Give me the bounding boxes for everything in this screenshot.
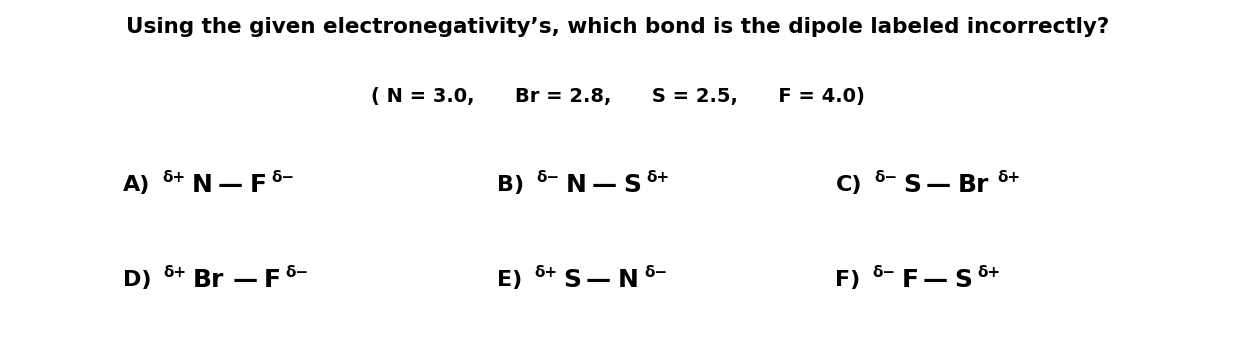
Text: S: S (624, 174, 641, 197)
Text: C): C) (836, 175, 861, 195)
Text: N: N (192, 174, 213, 197)
Text: N: N (618, 268, 639, 292)
Text: δ+: δ+ (646, 170, 670, 185)
Text: —: — (232, 268, 257, 292)
Text: S: S (954, 268, 973, 292)
Text: δ−: δ− (874, 170, 897, 185)
Text: Br: Br (958, 174, 989, 197)
Text: δ+: δ+ (534, 265, 557, 280)
Text: A): A) (122, 175, 150, 195)
Text: N: N (566, 174, 587, 197)
Text: δ+: δ+ (163, 265, 187, 280)
Text: F: F (265, 268, 281, 292)
Text: δ−: δ− (873, 265, 895, 280)
Text: δ−: δ− (536, 170, 560, 185)
Text: S: S (904, 174, 921, 197)
Text: D): D) (122, 270, 151, 290)
Text: δ+: δ+ (997, 170, 1020, 185)
Text: F: F (250, 174, 267, 197)
Text: δ+: δ+ (162, 170, 185, 185)
Text: S: S (564, 268, 581, 292)
Text: F): F) (836, 270, 860, 290)
Text: —: — (592, 174, 617, 197)
Text: Using the given electronegativity’s, which bond is the dipole labeled incorrectl: Using the given electronegativity’s, whi… (126, 18, 1110, 37)
Text: ( N = 3.0,      Br = 2.8,      S = 2.5,      F = 4.0): ( N = 3.0, Br = 2.8, S = 2.5, F = 4.0) (371, 87, 865, 106)
Text: —: — (218, 174, 243, 197)
Text: Br: Br (193, 268, 224, 292)
Text: B): B) (497, 175, 524, 195)
Text: δ−: δ− (271, 170, 294, 185)
Text: δ+: δ+ (978, 265, 1000, 280)
Text: δ−: δ− (286, 265, 309, 280)
Text: —: — (586, 268, 611, 292)
Text: F: F (901, 268, 918, 292)
Text: δ−: δ− (644, 265, 667, 280)
Text: E): E) (497, 270, 523, 290)
Text: —: — (926, 174, 950, 197)
Text: —: — (923, 268, 948, 292)
